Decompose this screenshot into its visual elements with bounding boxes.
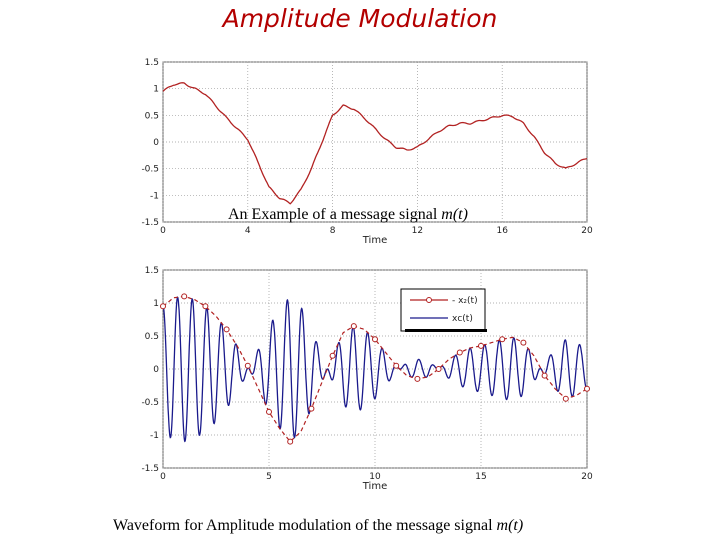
plot1-xtick-label: 4 (245, 226, 251, 236)
message-marker (393, 362, 400, 369)
message-marker (520, 339, 527, 346)
message-marker (584, 385, 590, 392)
plot2-ytick-label: -1 (150, 431, 159, 441)
plot1-ytick-label: -1.5 (141, 218, 159, 228)
plot1-xtick-label: 0 (160, 226, 166, 236)
legend-label-message: - x₂(t) (452, 296, 478, 306)
message-marker (181, 293, 188, 300)
plot2-ytick-label: -1.5 (141, 464, 159, 474)
plot1-ytick-label: 1 (153, 85, 159, 95)
message-marker (223, 326, 230, 333)
plot2-ytick-label: -0.5 (141, 398, 159, 408)
plot1-xtick-label: 12 (412, 226, 423, 236)
plot2-xtick-label: 5 (266, 472, 272, 482)
plot2-ytick-label: 0 (153, 365, 159, 375)
plot1-xtick-label: 20 (581, 226, 593, 236)
message-marker (435, 366, 442, 372)
message-marker (541, 372, 548, 379)
message-marker (329, 352, 336, 359)
slide-title: Amplitude Modulation (222, 4, 498, 33)
message-marker (266, 408, 272, 415)
message-marker (308, 405, 315, 412)
carrier-signal-line (162, 296, 588, 443)
legend-shadow (405, 329, 487, 332)
top-caption: An Example of a message signal m(t) (228, 206, 468, 223)
message-marker (244, 362, 251, 369)
message-marker (372, 336, 378, 343)
message-marker (350, 323, 357, 330)
message-marker (499, 336, 506, 343)
plot1-ytick-label: -0.5 (141, 165, 159, 175)
plot1-xtick-label: 8 (330, 226, 336, 236)
message-marker (456, 349, 463, 356)
bottom-caption: Waveform for Amplitude modulation of the… (113, 517, 523, 534)
plot2-xtick-label: 20 (581, 472, 593, 482)
plot2-xtick-label: 15 (475, 472, 486, 482)
message-marker (202, 303, 209, 310)
plot2-ytick-label: 0.5 (145, 332, 159, 342)
plot1-ytick-label: 1.5 (145, 58, 159, 68)
legend: - x₂(t) xᴄ(t) (400, 288, 487, 332)
plot1-ytick-label: -1 (150, 191, 159, 201)
plot1-ytick-label: 0 (153, 138, 159, 148)
legend-message-marker (426, 297, 432, 303)
message-marker (160, 303, 166, 310)
top-caption-text: An Example of a message signal (228, 206, 441, 223)
message-marker (287, 438, 294, 445)
bottom-caption-math: m(t) (497, 517, 524, 534)
plot2-xaxis-title: Time (362, 481, 387, 492)
plot1-ytick-label: 0.5 (145, 111, 159, 121)
plot2-xtick-label: 0 (160, 472, 166, 482)
message-marker (562, 395, 569, 402)
plot1-xaxis-title: Time (362, 235, 387, 246)
message-signal-line (162, 82, 588, 205)
top-caption-math: m(t) (441, 206, 468, 223)
bottom-caption-text: Waveform for Amplitude modulation of the… (113, 517, 497, 534)
legend-box (400, 288, 486, 332)
message-marker (414, 375, 421, 382)
plot2-xtick-label: 10 (369, 472, 381, 482)
message-envelope-line (162, 295, 588, 443)
plot2-ytick-label: 1.5 (145, 266, 159, 276)
plot2-ytick-label: 1 (153, 299, 159, 309)
plot1-xtick-label: 16 (496, 226, 508, 236)
message-marker (478, 342, 484, 349)
legend-label-carrier: xᴄ(t) (452, 314, 473, 324)
